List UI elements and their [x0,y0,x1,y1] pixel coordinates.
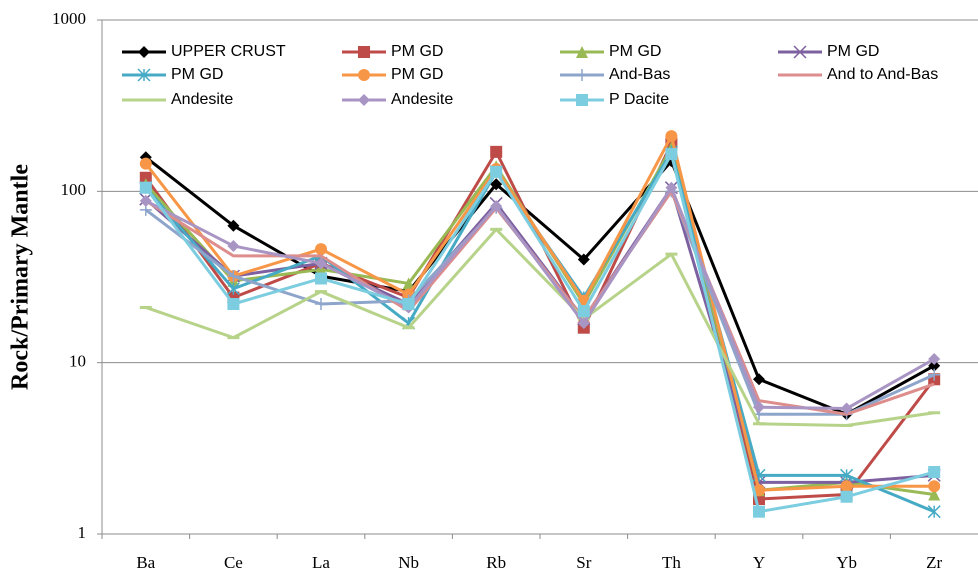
legend-label: P Dacite [609,91,669,108]
data-point [402,277,415,290]
y-tick-label: 1 [78,523,87,542]
data-point [226,282,240,296]
legend-marker [358,46,370,58]
data-point [139,171,152,184]
legend-label: PM GD [391,66,443,83]
legend-label: PM GD [827,43,879,60]
data-point [315,272,327,285]
legend-label: PM GD [171,66,223,83]
legend-marker [576,46,588,58]
legend-label: PM GD [391,43,443,60]
data-point [927,505,941,519]
data-point [928,480,941,493]
x-tick-label: Yb [836,553,857,572]
x-tick-label: Ba [136,553,155,572]
x-tick-label: Ce [224,553,243,572]
legend-label: PM GD [609,43,661,60]
series-line [144,152,935,514]
data-point [840,480,853,493]
data-point [577,317,590,330]
legend-marker [576,94,588,106]
legend-marker [358,94,370,106]
series-line [144,134,935,492]
series-line [144,150,935,514]
series-line [144,189,935,416]
data-point [928,353,941,366]
series-line [145,189,935,416]
data-point [139,181,152,194]
data-point [928,359,941,372]
data-point [753,401,765,414]
data-point [753,505,765,518]
data-point [490,200,503,213]
legend-label: Andesite [171,91,233,108]
data-point [315,297,327,310]
series-line [144,156,935,416]
x-tick-label: Rb [486,553,506,572]
data-point [490,145,503,158]
data-point [840,468,854,482]
data-point [840,402,853,415]
data-point [928,488,941,501]
data-point [577,305,590,318]
x-tick-label: Th [662,553,681,572]
y-tick-label: 1000 [52,9,86,28]
x-tick-label: Nb [398,553,419,572]
data-point [665,148,678,161]
data-point [577,253,590,266]
data-point [753,373,765,386]
data-point [227,239,240,252]
x-tick-label: Sr [576,553,591,572]
y-tick-label: 10 [69,352,86,371]
data-point [665,130,678,143]
data-point [665,181,678,194]
x-tick-label: Zr [926,553,942,572]
y-axis-label: Rock/Primary Mantle [8,164,34,390]
legend-marker [138,46,150,58]
data-point [490,165,503,178]
data-point [928,368,941,381]
data-point [315,263,327,276]
series-line [144,186,935,484]
data-point [139,194,152,207]
legend-label: Andesite [391,91,453,108]
data-point [227,270,240,283]
legend-marker [137,68,151,82]
data-point [139,157,152,170]
legend-label: And-Bas [609,66,670,83]
series-line [145,186,935,411]
y-tick-label: 100 [61,180,87,199]
legend-marker [358,69,370,81]
data-point [402,297,415,310]
legend-marker [793,45,807,59]
legend-marker [576,69,588,81]
data-point [227,297,240,310]
data-point [315,257,327,270]
data-point [315,243,327,256]
data-point [928,466,941,479]
x-tick-label: Y [753,553,765,572]
x-tick-label: La [312,553,330,572]
series-line [145,227,935,427]
legend-label: UPPER CRUST [171,43,286,60]
data-point [227,219,240,232]
data-point [490,178,503,191]
legend-label: And to And-Bas [827,66,938,83]
data-point [840,490,853,503]
